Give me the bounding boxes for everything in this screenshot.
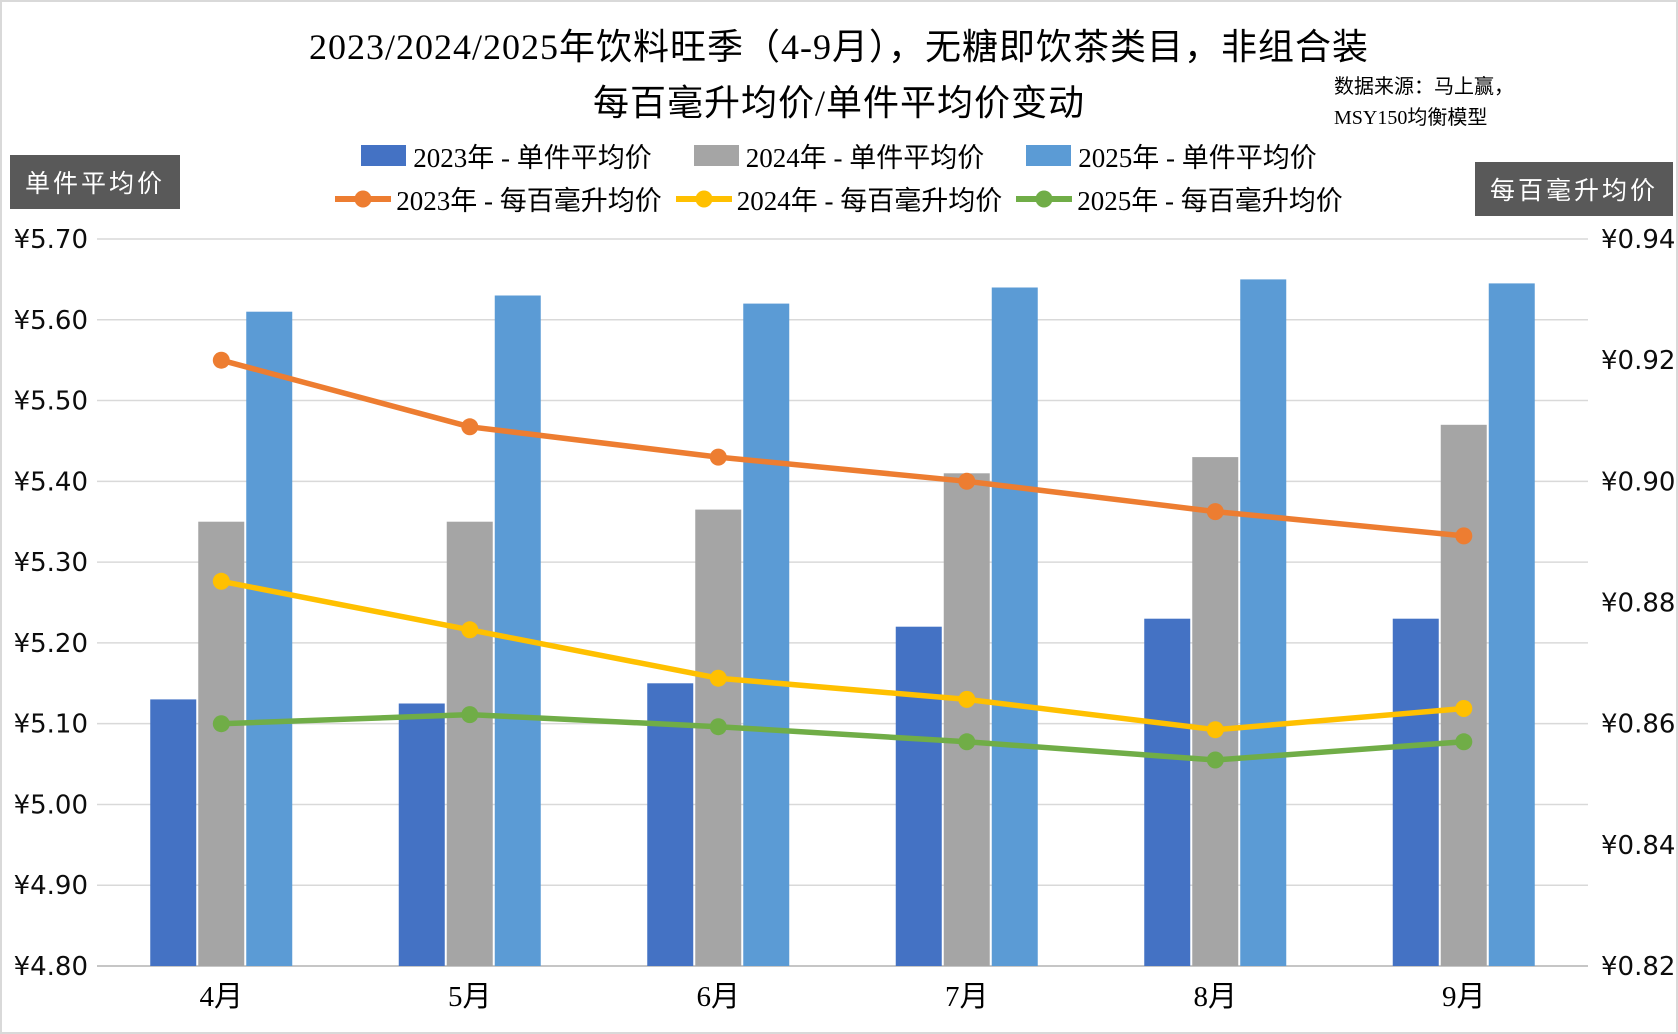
bar bbox=[1392, 618, 1439, 966]
line-marker-icon bbox=[1455, 733, 1473, 751]
bar bbox=[246, 311, 293, 966]
bar bbox=[1240, 279, 1287, 966]
x-axis-label: 6月 bbox=[696, 981, 740, 1013]
line-marker-icon bbox=[461, 621, 479, 639]
legend-row-1: 2023年 - 单件平均价 2024年 - 单件平均价 2025年 - 单件平均价 bbox=[361, 136, 1317, 175]
right-axis-tick-label: ¥0.88 bbox=[1601, 589, 1675, 619]
legend-marker-dot-icon bbox=[354, 190, 372, 207]
bar bbox=[647, 683, 694, 966]
legend-marker-dot-icon bbox=[695, 190, 713, 207]
data-source-note: 数据来源：马上赢， MSY150均衡模型 bbox=[1334, 72, 1514, 134]
right-axis-tick-label: ¥0.94 bbox=[1601, 225, 1675, 255]
legend-label: 2024年 - 每百毫升均价 bbox=[736, 186, 1003, 216]
left-axis-tick-label: ¥5.30 bbox=[14, 548, 88, 578]
legend-item: 2025年 - 单件平均价 bbox=[1026, 136, 1317, 175]
chart-legend: 2023年 - 单件平均价 2024年 - 单件平均价 2025年 - 单件平均价 2… bbox=[2, 136, 1676, 218]
x-axis-label: 5月 bbox=[448, 981, 492, 1013]
line-marker-icon bbox=[1206, 751, 1224, 769]
right-axis-tick-label: ¥0.82 bbox=[1601, 952, 1675, 982]
x-axis-label: 4月 bbox=[199, 981, 243, 1013]
x-axis-label: 9月 bbox=[1442, 981, 1486, 1013]
line-marker-icon bbox=[958, 472, 976, 490]
line-marker-icon bbox=[461, 706, 479, 724]
bar bbox=[446, 521, 493, 966]
legend-item: 2023年 - 每百毫升均价 bbox=[335, 179, 662, 218]
right-axis-tick-label: ¥0.92 bbox=[1601, 346, 1675, 376]
line-marker-icon bbox=[709, 448, 727, 466]
line-series bbox=[218, 711, 1467, 763]
legend-marker-dot-icon bbox=[1035, 190, 1053, 207]
legend-label: 2025年 - 每百毫升均价 bbox=[1077, 186, 1343, 216]
line-series bbox=[218, 578, 1467, 733]
bar bbox=[695, 509, 742, 966]
right-axis-tick-label: ¥0.84 bbox=[1601, 831, 1675, 861]
bar bbox=[1440, 424, 1487, 966]
chart-title-line2: 每百毫升均价/单件平均价变动 bbox=[592, 83, 1085, 123]
line-marker-icon bbox=[1455, 527, 1473, 545]
bar bbox=[198, 521, 245, 966]
data-source-line2: MSY150均衡模型 bbox=[1334, 107, 1488, 129]
x-axis-label: 7月 bbox=[945, 981, 989, 1013]
line-marker-icon bbox=[1206, 721, 1224, 739]
bar bbox=[150, 699, 197, 966]
line-marker-icon bbox=[958, 733, 976, 751]
left-axis-title: 单件平均价 bbox=[10, 155, 181, 209]
legend-item: 2023年 - 单件平均价 bbox=[361, 136, 652, 175]
line-marker-icon bbox=[212, 715, 230, 733]
legend-item: 2025年 - 每百毫升均价 bbox=[1016, 179, 1343, 218]
legend-label: 2023年 - 单件平均价 bbox=[413, 143, 652, 173]
bar bbox=[943, 473, 990, 966]
left-axis-tick-label: ¥5.40 bbox=[14, 467, 88, 497]
line-marker-icon bbox=[709, 669, 727, 687]
legend-label: 2023年 - 每百毫升均价 bbox=[396, 186, 662, 216]
line-marker-icon bbox=[212, 572, 230, 590]
legend-item: 2024年 - 每百毫升均价 bbox=[675, 179, 1003, 218]
bar bbox=[494, 295, 541, 966]
bar bbox=[398, 703, 445, 966]
legend-label: 2024年 - 单件平均价 bbox=[745, 143, 985, 173]
line-marker-icon bbox=[709, 718, 727, 736]
left-axis-tick-label: ¥4.90 bbox=[14, 871, 88, 901]
legend-line-swatch-icon bbox=[675, 190, 732, 207]
bar bbox=[895, 626, 942, 966]
legend-row-2: 2023年 - 每百毫升均价 2024年 - 每百毫升均价 2025年 - 每百毫升… bbox=[335, 179, 1343, 218]
bar bbox=[1144, 618, 1191, 966]
bar bbox=[743, 303, 790, 967]
x-axis-label: 8月 bbox=[1193, 981, 1237, 1013]
line-marker-icon bbox=[958, 690, 976, 708]
left-axis-tick-label: ¥5.50 bbox=[14, 387, 88, 417]
right-axis-tick-label: ¥0.86 bbox=[1601, 710, 1675, 740]
bar bbox=[991, 287, 1038, 966]
legend-label: 2025年 - 单件平均价 bbox=[1078, 143, 1317, 173]
chart-title-line1: 2023/2024/2025年饮料旺季（4-9月），无糖即饮茶类目，非组合装 bbox=[309, 27, 1369, 67]
legend-line-swatch-icon bbox=[1016, 190, 1073, 207]
right-axis-title: 每百毫升均价 bbox=[1475, 162, 1674, 216]
left-axis-tick-label: ¥4.80 bbox=[14, 952, 88, 982]
right-axis-tick-label: ¥0.90 bbox=[1601, 467, 1675, 497]
line-series bbox=[218, 357, 1467, 539]
legend-line-swatch-icon bbox=[335, 190, 392, 207]
bar bbox=[1192, 457, 1239, 966]
line-marker-icon bbox=[1455, 700, 1473, 717]
left-axis-tick-label: ¥5.20 bbox=[14, 629, 88, 659]
data-source-line1: 数据来源：马上赢， bbox=[1334, 76, 1514, 98]
legend-bar-swatch-icon bbox=[1026, 145, 1072, 166]
line-marker-icon bbox=[1206, 503, 1224, 521]
legend-bar-swatch-icon bbox=[693, 145, 739, 166]
left-axis-tick-label: ¥5.10 bbox=[14, 710, 88, 740]
left-axis-tick-label: ¥5.70 bbox=[14, 225, 88, 255]
line-marker-icon bbox=[212, 351, 230, 369]
left-axis-tick-label: ¥5.00 bbox=[14, 790, 88, 820]
bar bbox=[1488, 283, 1535, 966]
line-marker-icon bbox=[461, 418, 479, 436]
legend-item: 2024年 - 单件平均价 bbox=[693, 136, 985, 175]
left-axis-tick-label: ¥5.60 bbox=[14, 306, 88, 336]
legend-bar-swatch-icon bbox=[361, 145, 407, 166]
